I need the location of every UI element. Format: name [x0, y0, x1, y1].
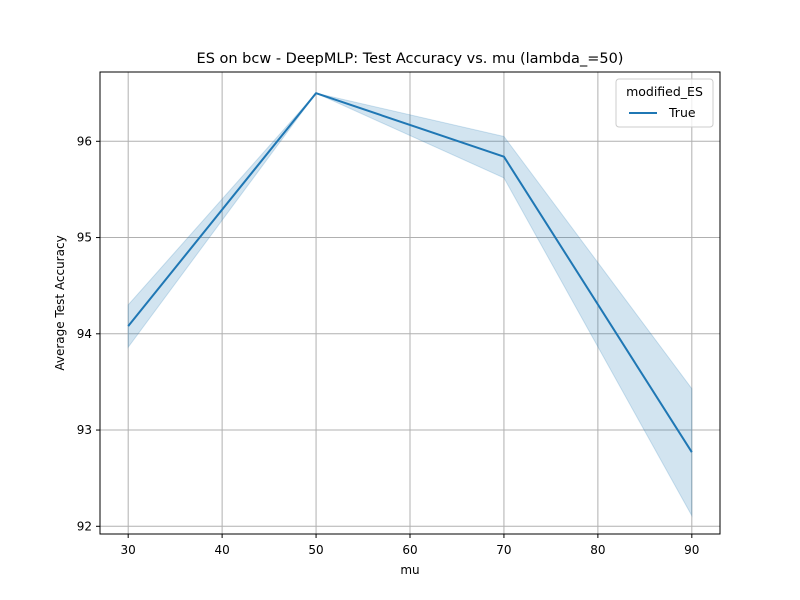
x-tick-label: 40 — [214, 543, 229, 557]
y-tick-label: 94 — [77, 327, 92, 341]
legend-entry-label: True — [668, 105, 696, 120]
x-tick-label: 90 — [684, 543, 699, 557]
confidence-band — [127, 92, 693, 518]
y-tick-label: 95 — [77, 231, 92, 245]
x-tick-label: 50 — [308, 543, 323, 557]
confidence-bands — [127, 92, 693, 518]
y-axis-ticks: 92 93 94 95 96 — [77, 134, 100, 533]
y-tick-label: 92 — [77, 519, 92, 533]
x-tick-label: 80 — [590, 543, 605, 557]
series-line — [127, 92, 693, 453]
legend-box — [615, 78, 714, 128]
y-tick-label: 93 — [77, 423, 92, 437]
chart-title: ES on bcw - DeepMLP: Test Accuracy vs. m… — [197, 51, 624, 67]
x-tick-label: 60 — [402, 543, 417, 557]
y-tick-label: 96 — [77, 134, 92, 148]
x-axis-ticks: 30 40 50 60 70 80 90 — [121, 534, 699, 557]
x-tick-label: 30 — [121, 543, 136, 557]
x-axis-label: mu — [400, 563, 419, 577]
legend-title: modified_ES — [626, 84, 703, 99]
series-lines — [127, 92, 693, 453]
legend: modified_ES True — [615, 78, 714, 128]
y-axis-label: Average Test Accuracy — [53, 235, 67, 370]
x-tick-label: 70 — [496, 543, 511, 557]
